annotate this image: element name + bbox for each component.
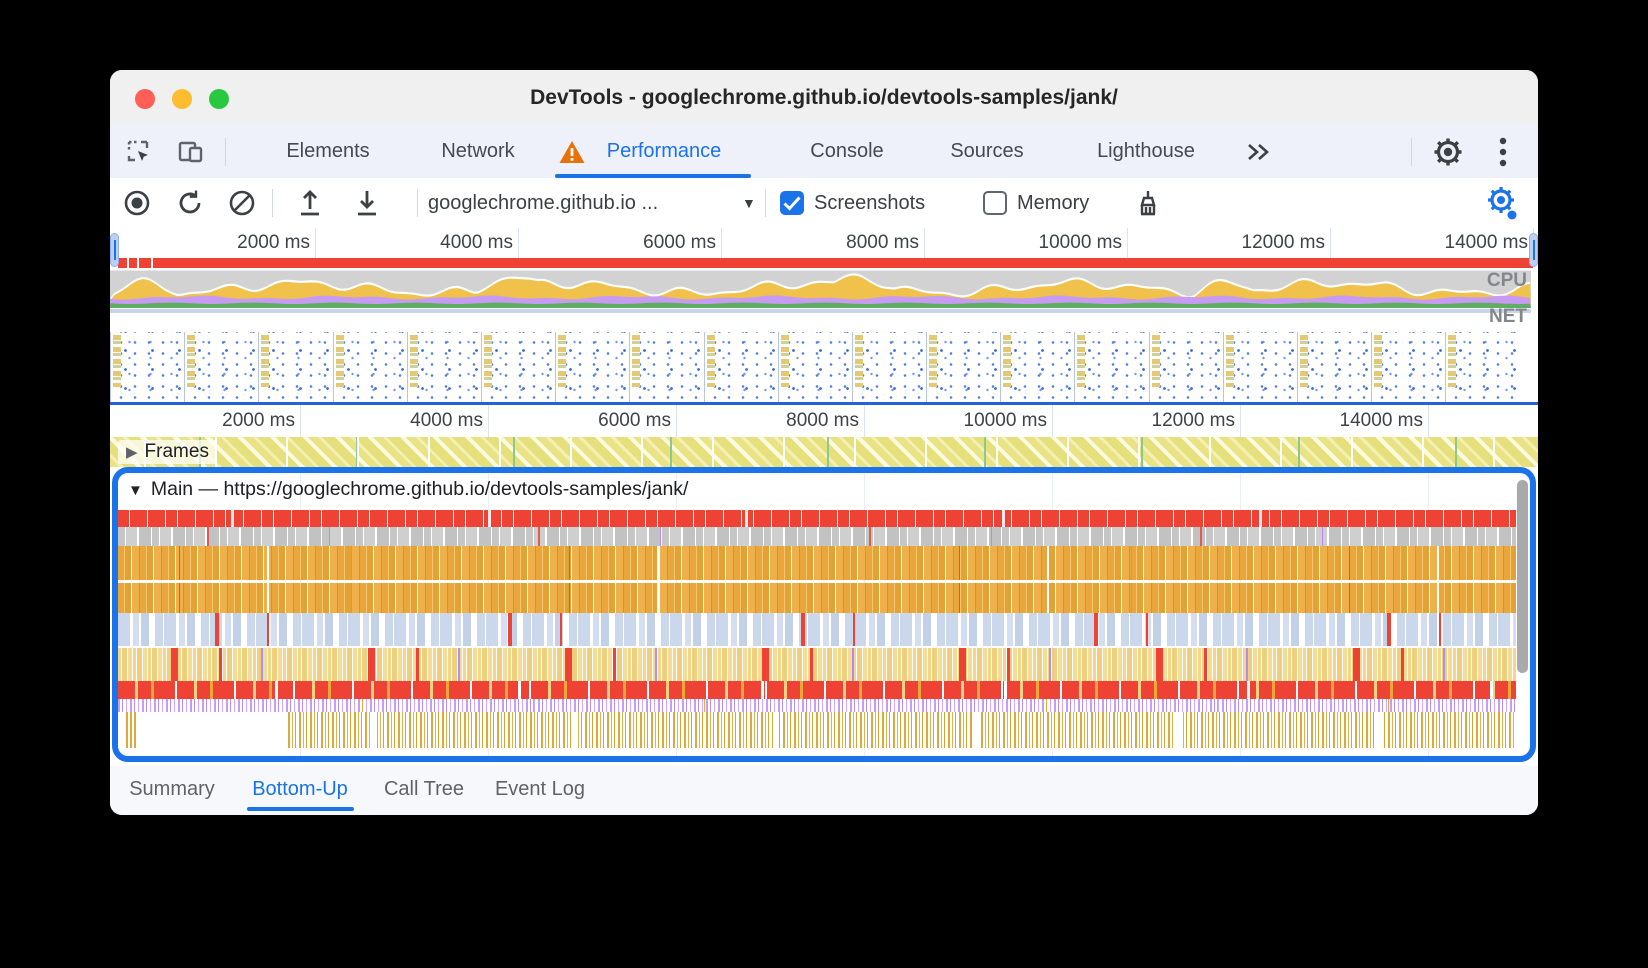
flamechart-ruler: 2000 ms 4000 ms 6000 ms 8000 ms 10000 ms 1200… [110, 405, 1538, 437]
screenshot-thumbnail[interactable] [184, 332, 259, 402]
tab-sources[interactable]: Sources [950, 140, 1024, 162]
title-bar: DevTools - googlechrome.github.io/devtoo… [110, 70, 1538, 126]
flame-row-tasks[interactable] [118, 510, 1516, 527]
tab-elements[interactable]: Elements [286, 140, 370, 162]
save-profile-icon[interactable] [353, 188, 381, 218]
more-options-dots-icon[interactable] [1499, 137, 1507, 167]
memory-checkbox-label[interactable]: Memory [1017, 192, 1090, 214]
tab-call-tree[interactable]: Call Tree [383, 778, 465, 800]
screenshot-thumbnail[interactable] [1371, 332, 1446, 402]
tab-console[interactable]: Console [810, 140, 884, 162]
screenshot-thumbnail[interactable] [1074, 332, 1149, 402]
flame-row-function-calls[interactable] [118, 583, 1516, 613]
screenshot-thumbnail[interactable] [777, 332, 852, 402]
responsiveness-track[interactable] [118, 258, 1533, 268]
more-tabs-icon[interactable] [1242, 141, 1272, 163]
performance-toolbar: googlechrome.github.io ... ▼ Screenshots… [110, 178, 1538, 229]
inspect-element-icon[interactable] [125, 138, 153, 166]
details-tab-bar: Summary Bottom-Up Call Tree Event Log [110, 766, 1538, 815]
load-profile-icon[interactable] [296, 188, 324, 218]
devtools-tab-bar: Elements Network Performance Console Sou… [110, 125, 1538, 178]
device-toolbar-icon[interactable] [177, 138, 205, 166]
tab-performance[interactable]: Performance [606, 140, 722, 162]
collect-garbage-icon[interactable] [1131, 188, 1161, 218]
flame-row-long-tasks[interactable] [118, 681, 1516, 699]
tab-lighthouse[interactable]: Lighthouse [1097, 140, 1195, 162]
panel-divider[interactable] [110, 402, 1538, 405]
select-caret-icon[interactable]: ▼ [742, 195, 756, 211]
tab-event-log[interactable]: Event Log [494, 778, 586, 800]
history-select[interactable]: googlechrome.github.io ... [428, 192, 659, 214]
screenshots-checkbox[interactable] [780, 191, 804, 215]
overview-right-handle[interactable] [1529, 233, 1538, 267]
close-window-button[interactable] [135, 89, 155, 109]
flame-row-timers[interactable] [118, 613, 1516, 646]
zoom-window-button[interactable] [209, 89, 229, 109]
record-button[interactable] [124, 190, 150, 216]
cpu-track-label: CPU [1486, 270, 1527, 291]
clear-recording-icon[interactable] [228, 189, 256, 217]
network-overview-track[interactable] [110, 308, 1538, 328]
active-tab-underline [555, 174, 751, 178]
screenshot-thumbnail[interactable] [332, 332, 407, 402]
cpu-overview-chart[interactable] [110, 268, 1531, 308]
screenshot-thumbnail[interactable] [926, 332, 1001, 402]
frames-track-label[interactable]: ▶ Frames [118, 440, 217, 464]
tab-network[interactable]: Network [441, 140, 515, 162]
main-thread-track-highlighted: ▼ Main — https://googlechrome.github.io/d… [112, 467, 1536, 762]
screenshot-thumbnail[interactable] [258, 332, 333, 402]
tab-bottom-up[interactable]: Bottom-Up [252, 778, 348, 800]
screenshot-thumbnail[interactable] [1222, 332, 1297, 402]
screenshot-thumbnail[interactable] [1000, 332, 1075, 402]
capture-settings-gear-icon[interactable] [1486, 186, 1518, 220]
screenshot-thumbnail[interactable] [1297, 332, 1372, 402]
warning-icon [559, 140, 585, 164]
screenshot-thumbnail[interactable] [406, 332, 481, 402]
reload-and-record-button[interactable] [176, 189, 204, 217]
collapse-arrow-icon[interactable]: ▼ [128, 482, 143, 499]
screenshot-thumbnail[interactable] [1148, 332, 1223, 402]
memory-checkbox[interactable] [983, 191, 1007, 215]
devtools-settings-gear-icon[interactable] [1433, 137, 1463, 167]
tab-summary[interactable]: Summary [129, 778, 215, 800]
screenshot-thumbnail[interactable] [110, 332, 185, 402]
screenshots-checkbox-label[interactable]: Screenshots [814, 192, 926, 214]
minimize-window-button[interactable] [172, 89, 192, 109]
screenshot-thumbnail[interactable] [703, 332, 778, 402]
screenshot-thumbnail[interactable] [851, 332, 927, 402]
flame-row-scripting[interactable] [118, 648, 1516, 681]
net-track-label: NET [1489, 306, 1527, 327]
screenshots-filmstrip [110, 332, 1538, 402]
screenshot-thumbnail[interactable] [480, 332, 556, 402]
devtools-window: DevTools - googlechrome.github.io/devtoo… [110, 70, 1538, 815]
window-title: DevTools - googlechrome.github.io/devtoo… [530, 86, 1118, 109]
screenshot-thumbnail[interactable] [629, 332, 704, 402]
screenshot-thumbnail[interactable] [1445, 332, 1520, 402]
flame-row-animation[interactable] [118, 527, 1516, 546]
flame-row-function-calls[interactable] [118, 546, 1516, 580]
screenshot-thumbnail[interactable] [555, 332, 630, 402]
flame-row-rendering[interactable] [118, 699, 1516, 712]
flamechart-scrollbar[interactable] [1517, 480, 1528, 673]
overview-left-handle[interactable] [110, 233, 119, 267]
flame-row-layout[interactable] [118, 712, 1516, 748]
frames-track[interactable]: ▶ Frames [110, 437, 1538, 467]
overview-ruler[interactable]: 2000 ms 4000 ms 6000 ms 8000 ms 10000 ms 1200… [110, 228, 1538, 258]
expand-arrow-icon[interactable]: ▶ [126, 444, 138, 461]
active-details-tab-underline [247, 807, 354, 811]
main-track-header[interactable]: ▼ Main — https://googlechrome.github.io/d… [128, 478, 689, 500]
